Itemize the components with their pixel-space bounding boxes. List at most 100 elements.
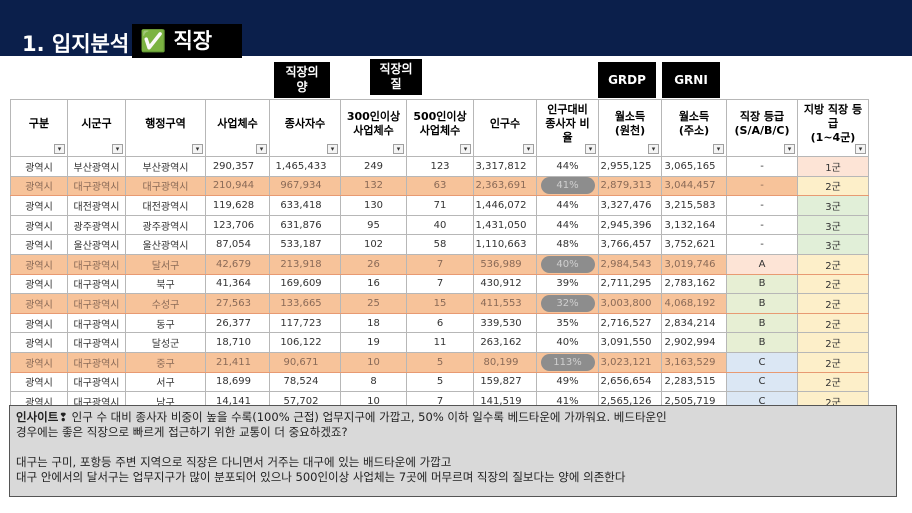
table-cell: C: [726, 371, 798, 393]
table-cell: 광역시: [10, 234, 68, 255]
column-header: 인구수 ▾: [473, 99, 537, 157]
table-cell: 10: [340, 351, 407, 373]
table-row: 광역시 부산광역시 부산광역시 290,357 1,465,433 249 123 3,317…: [10, 156, 869, 177]
table-cell: 263,162: [473, 332, 537, 353]
column-header-label: 구분: [28, 117, 50, 130]
table-cell: 2군: [797, 351, 869, 373]
table-cell: 대구광역시: [67, 293, 126, 314]
table-cell: 동구: [125, 312, 206, 334]
column-header: 인구대비 종사자 비 율 ▾: [536, 99, 599, 157]
highlight-oval: 40%: [540, 255, 595, 273]
table-cell: 113%: [536, 351, 599, 373]
table-cell: 3,752,621: [661, 234, 727, 255]
table-cell: 40%: [536, 332, 599, 353]
filter-dropdown-icon[interactable]: ▾: [327, 144, 338, 154]
table-cell: 117,723: [269, 312, 341, 334]
table-cell: 2군: [797, 293, 869, 314]
filter-dropdown-icon[interactable]: ▾: [256, 144, 267, 154]
table-cell: 249: [340, 156, 407, 177]
table-row: 광역시 광주광역시 광주광역시 123,706 631,876 95 40 1,431,050…: [10, 214, 869, 236]
table-cell: 광역시: [10, 293, 68, 314]
table-cell: 90,671: [269, 351, 341, 373]
table-row: 광역시 대구광역시 수성구 27,563 133,665 25 15 411,553 32% 3,…: [10, 293, 869, 314]
table-cell: 3,019,746: [661, 253, 727, 275]
header-tag-grni: GRNI: [662, 62, 720, 98]
column-header-label: 월소득 (주소): [678, 110, 710, 137]
table-cell: -: [726, 195, 798, 216]
table-cell: 106,122: [269, 332, 341, 353]
filter-dropdown-icon[interactable]: ▾: [523, 144, 534, 154]
column-header-label: 인구대비 종사자 비 율: [545, 103, 590, 144]
table-cell: 달서구: [125, 253, 206, 275]
table-cell: 7: [406, 273, 474, 295]
table-cell: 수성구: [125, 293, 206, 314]
table-cell: 광역시: [10, 371, 68, 393]
table-row: 광역시 대구광역시 중구 21,411 90,671 10 5 80,199 113% 3,023…: [10, 351, 869, 373]
table-cell: 2군: [797, 253, 869, 275]
table-cell: 대전광역시: [125, 195, 206, 216]
table-cell: 11: [406, 332, 474, 353]
table-cell: 132: [340, 175, 407, 197]
table-cell: 39%: [536, 273, 599, 295]
filter-dropdown-icon[interactable]: ▾: [192, 144, 203, 154]
filter-dropdown-icon[interactable]: ▾: [648, 144, 659, 154]
table-cell: 2,363,691: [473, 175, 537, 197]
table-cell: 48%: [536, 234, 599, 255]
table-cell: 광역시: [10, 312, 68, 334]
column-header-label: 500인이상 사업체수: [413, 110, 467, 137]
table-cell: 대구광역시: [67, 253, 126, 275]
table-cell: 130: [340, 195, 407, 216]
table-cell: 3,003,800: [598, 293, 662, 314]
filter-dropdown-icon[interactable]: ▾: [713, 144, 724, 154]
column-header: 사업체수 ▾: [205, 99, 270, 157]
column-header: 월소득 (원천) ▾: [598, 99, 662, 157]
table-cell: 18,710: [205, 332, 270, 353]
header-tag-grdp: GRDP: [598, 62, 656, 98]
table-cell: 대구광역시: [67, 371, 126, 393]
column-header: 월소득 (주소) ▾: [661, 99, 727, 157]
table-cell: 95: [340, 214, 407, 236]
table-cell: 1군: [797, 156, 869, 177]
table-cell: 169,609: [269, 273, 341, 295]
table-cell: 6: [406, 312, 474, 334]
table-cell: 중구: [125, 351, 206, 373]
table-cell: 533,187: [269, 234, 341, 255]
filter-dropdown-icon[interactable]: ▾: [855, 144, 866, 154]
table-cell: -: [726, 214, 798, 236]
table-cell: 44%: [536, 214, 599, 236]
table-cell: 41%: [536, 175, 599, 197]
highlight-oval: 113%: [540, 353, 595, 371]
filter-dropdown-icon[interactable]: ▾: [460, 144, 471, 154]
table-cell: 부산광역시: [125, 156, 206, 177]
column-header-label: 300인이상 사업체수: [346, 110, 401, 137]
column-header-label: 종사자수: [284, 117, 326, 130]
filter-dropdown-icon[interactable]: ▾: [784, 144, 795, 154]
table-row: 광역시 대전광역시 대전광역시 119,628 633,418 130 71 1,446,07…: [10, 195, 869, 216]
table-cell: 2,716,527: [598, 312, 662, 334]
table-row: 광역시 대구광역시 서구 18,699 78,524 8 5 159,827 49% 2,656,…: [10, 371, 869, 393]
filter-dropdown-icon[interactable]: ▾: [393, 144, 404, 154]
table-cell: B: [726, 332, 798, 353]
title-tag: ✅ 직장: [132, 24, 242, 58]
column-header: 지방 직장 등 급 (1~4군) ▾: [797, 99, 869, 157]
table-cell: 213,918: [269, 253, 341, 275]
table-cell: 71: [406, 195, 474, 216]
filter-dropdown-icon[interactable]: ▾: [585, 144, 596, 154]
table-row: 광역시 울산광역시 울산광역시 87,054 533,187 102 58 1,110,663…: [10, 234, 869, 255]
column-header: 500인이상 사업체수 ▾: [406, 99, 474, 157]
table-cell: 119,628: [205, 195, 270, 216]
table-cell: 3,766,457: [598, 234, 662, 255]
filter-dropdown-icon[interactable]: ▾: [54, 144, 65, 154]
table-cell: 18,699: [205, 371, 270, 393]
filter-dropdown-icon[interactable]: ▾: [112, 144, 123, 154]
table-cell: 44%: [536, 156, 599, 177]
table-cell: 3군: [797, 195, 869, 216]
insight-lead: 인사이트❢: [16, 410, 68, 424]
table-cell: 3,065,165: [661, 156, 727, 177]
table-cell: 633,418: [269, 195, 341, 216]
table-cell: 290,357: [205, 156, 270, 177]
table-cell: 3,317,812: [473, 156, 537, 177]
table-cell: 41,364: [205, 273, 270, 295]
table-cell: 78,524: [269, 371, 341, 393]
column-header: 직장 등급 (S/A/B/C) ▾: [726, 99, 798, 157]
